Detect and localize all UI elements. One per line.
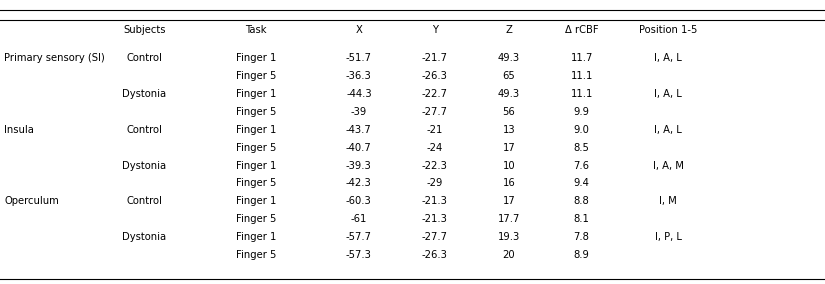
Text: -29: -29 [427,178,443,189]
Text: -40.7: -40.7 [346,143,372,153]
Text: -21: -21 [427,125,443,135]
Text: I, A, L: I, A, L [654,125,682,135]
Text: 17: 17 [502,143,516,153]
Text: Subjects: Subjects [123,25,166,35]
Text: Finger 1: Finger 1 [236,89,276,99]
Text: Dystonia: Dystonia [122,232,167,242]
Text: -21.7: -21.7 [422,53,448,63]
Text: -57.7: -57.7 [346,232,372,242]
Text: 19.3: 19.3 [498,232,520,242]
Text: Finger 5: Finger 5 [236,214,276,224]
Text: Finger 5: Finger 5 [236,143,276,153]
Text: 16: 16 [502,178,516,189]
Text: 11.1: 11.1 [570,89,593,99]
Text: 17: 17 [502,196,516,206]
Text: Task: Task [245,25,266,35]
Text: 8.5: 8.5 [573,143,590,153]
Text: 8.8: 8.8 [573,196,590,206]
Text: 7.6: 7.6 [573,160,590,171]
Text: -42.3: -42.3 [346,178,372,189]
Text: Operculum: Operculum [4,196,59,206]
Text: Finger 1: Finger 1 [236,125,276,135]
Text: 8.1: 8.1 [573,214,590,224]
Text: 65: 65 [502,71,516,81]
Text: 49.3: 49.3 [498,53,520,63]
Text: Finger 1: Finger 1 [236,160,276,171]
Text: -60.3: -60.3 [346,196,372,206]
Text: 56: 56 [502,107,516,117]
Text: -27.7: -27.7 [422,232,448,242]
Text: -21.3: -21.3 [422,214,448,224]
Text: 7.8: 7.8 [573,232,590,242]
Text: Dystonia: Dystonia [122,160,167,171]
Text: I, P, L: I, P, L [655,232,681,242]
Text: -21.3: -21.3 [422,196,448,206]
Text: I, A, L: I, A, L [654,89,682,99]
Text: 11.7: 11.7 [570,53,593,63]
Text: Primary sensory (SI): Primary sensory (SI) [4,53,105,63]
Text: 49.3: 49.3 [498,89,520,99]
Text: 9.9: 9.9 [573,107,590,117]
Text: 10: 10 [502,160,516,171]
Text: 9.0: 9.0 [573,125,590,135]
Text: 8.9: 8.9 [573,250,590,260]
Text: Finger 5: Finger 5 [236,71,276,81]
Text: -57.3: -57.3 [346,250,372,260]
Text: Dystonia: Dystonia [122,89,167,99]
Text: Finger 1: Finger 1 [236,232,276,242]
Text: Finger 5: Finger 5 [236,107,276,117]
Text: Δ rCBF: Δ rCBF [565,25,598,35]
Text: -26.3: -26.3 [422,71,448,81]
Text: 9.4: 9.4 [573,178,590,189]
Text: -24: -24 [427,143,443,153]
Text: -44.3: -44.3 [346,89,372,99]
Text: Finger 5: Finger 5 [236,178,276,189]
Text: -61: -61 [351,214,367,224]
Text: -27.7: -27.7 [422,107,448,117]
Text: -36.3: -36.3 [346,71,372,81]
Text: 20: 20 [502,250,516,260]
Text: Control: Control [126,53,163,63]
Text: -43.7: -43.7 [346,125,372,135]
Text: Finger 1: Finger 1 [236,196,276,206]
Text: Finger 1: Finger 1 [236,53,276,63]
Text: Y: Y [431,25,438,35]
Text: -22.3: -22.3 [422,160,448,171]
Text: -39: -39 [351,107,367,117]
Text: 11.1: 11.1 [570,71,593,81]
Text: Insula: Insula [4,125,34,135]
Text: -26.3: -26.3 [422,250,448,260]
Text: Control: Control [126,125,163,135]
Text: 13: 13 [502,125,516,135]
Text: Z: Z [506,25,512,35]
Text: -22.7: -22.7 [422,89,448,99]
Text: I, A, L: I, A, L [654,53,682,63]
Text: I, A, M: I, A, M [653,160,684,171]
Text: Position 1-5: Position 1-5 [639,25,697,35]
Text: -51.7: -51.7 [346,53,372,63]
Text: I, M: I, M [659,196,677,206]
Text: Control: Control [126,196,163,206]
Text: X: X [356,25,362,35]
Text: -39.3: -39.3 [346,160,372,171]
Text: 17.7: 17.7 [497,214,521,224]
Text: Finger 5: Finger 5 [236,250,276,260]
